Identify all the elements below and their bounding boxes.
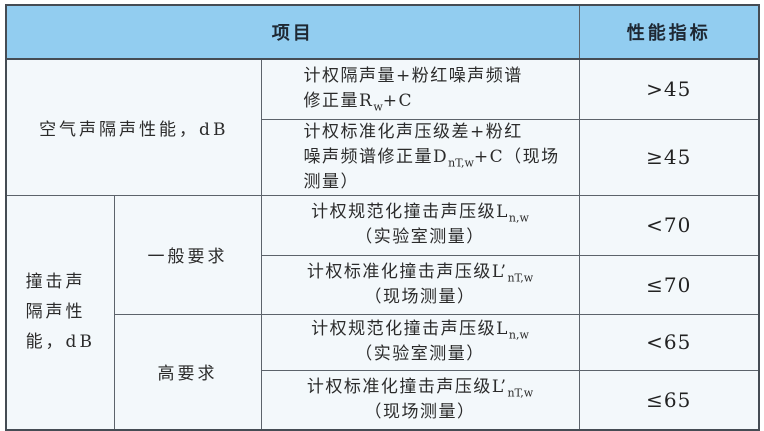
impact-label-text: 撞击声 隔声性 能，dB xyxy=(25,272,95,353)
value-cell-lnw-high: <65 xyxy=(578,313,760,371)
table-row: 计权标准化撞击声压级L’nT,w （现场测量） ≤70 xyxy=(6,254,760,315)
criterion-cell-lntw-high: 计权标准化撞击声压级L’nT,w （现场测量） xyxy=(260,369,580,431)
value-cell-lntw-general: ≤70 xyxy=(578,254,760,315)
criterion-cell-dntw: 计权标准化声压级差+粉红 噪声频谱修正量DnT,w+C（现场 测量） xyxy=(260,118,580,196)
sound-insulation-performance-table: 项目 性能指标 空气声隔声性能，dB 计权隔声量+粉红噪声频谱 修正量Rw+C >… xyxy=(5,4,760,431)
requirement-level-cell-high: 高要求 xyxy=(113,313,262,431)
criterion-cell-lnw-high: 计权规范化撞击声压级Ln,w （实验室测量） xyxy=(260,313,580,371)
value-cell-rw: >45 xyxy=(578,58,760,120)
table-row: 计权标准化撞击声压级L’nT,w （现场测量） ≤65 xyxy=(6,369,760,431)
value-cell-lnw-general: <70 xyxy=(578,194,760,256)
table-row: 计权标准化声压级差+粉红 噪声频谱修正量DnT,w+C（现场 测量） ≥45 xyxy=(6,118,760,196)
criterion-cell-rw: 计权隔声量+粉红噪声频谱 修正量Rw+C xyxy=(260,58,580,120)
criterion-cell-lnw-general: 计权规范化撞击声压级Ln,w （实验室测量） xyxy=(260,194,580,256)
value-cell-dntw: ≥45 xyxy=(578,118,760,196)
requirement-level-cell-general: 一般要求 xyxy=(113,194,262,315)
table-row: 高要求 计权规范化撞击声压级Ln,w （实验室测量） <65 xyxy=(6,313,760,431)
impact-label-cell: 撞击声 隔声性 能，dB xyxy=(5,194,115,431)
airborne-label-cell: 空气声隔声性能，dB xyxy=(5,58,262,196)
header-cell-performance-index: 性能指标 xyxy=(578,4,760,60)
criterion-cell-lntw-general: 计权标准化撞击声压级L’nT,w （现场测量） xyxy=(260,254,580,315)
table-row: 撞击声 隔声性 能，dB 一般要求 计权规范化撞击声压级Ln,w （实验室测量） <7… xyxy=(5,194,760,431)
table-header-row: 项目 性能指标 xyxy=(5,4,760,60)
header-cell-project: 项目 xyxy=(5,4,580,60)
value-cell-lntw-high: ≤65 xyxy=(578,369,760,431)
table-row: 空气声隔声性能，dB 计权隔声量+粉红噪声频谱 修正量Rw+C >45 xyxy=(5,58,760,196)
